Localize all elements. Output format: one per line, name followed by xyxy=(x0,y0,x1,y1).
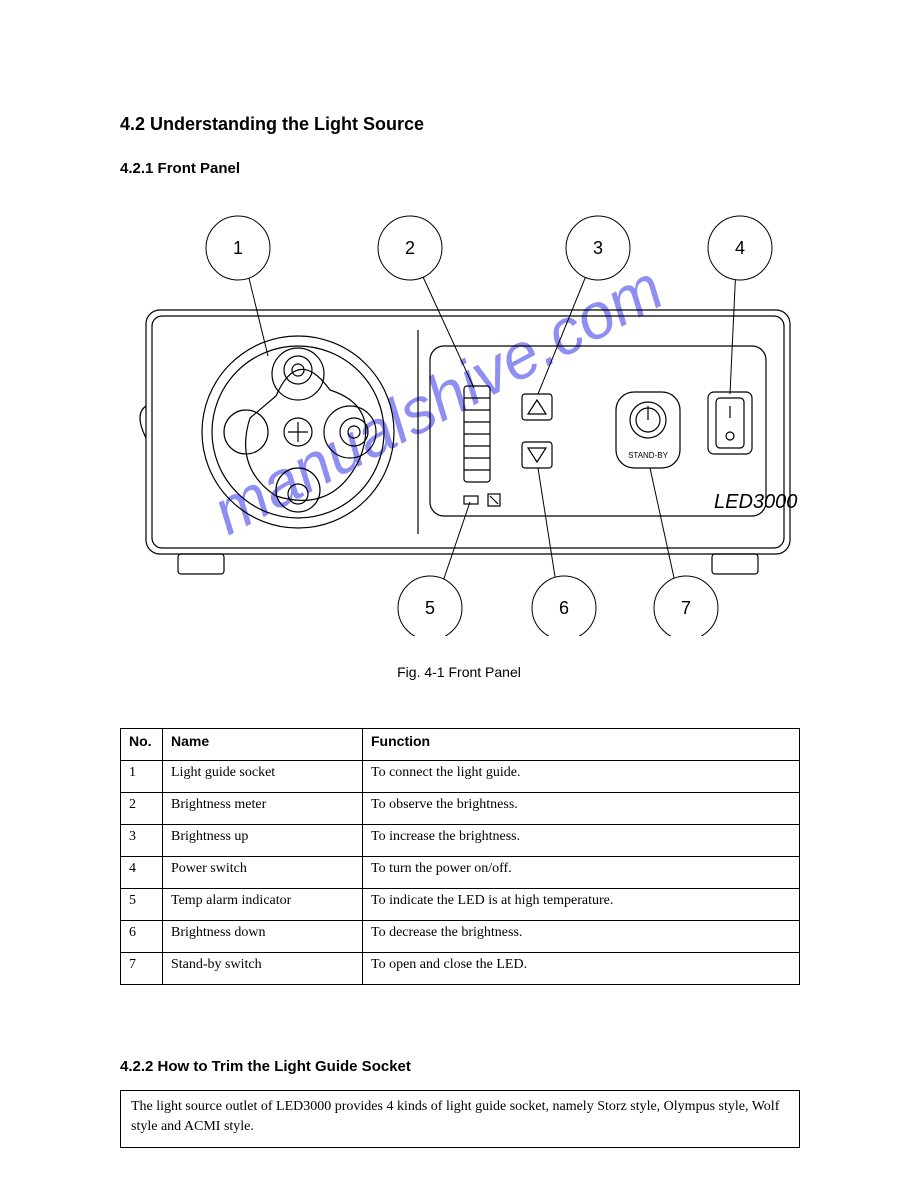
callout-7: 7 xyxy=(681,598,691,618)
section-heading: 4.2 Understanding the Light Source xyxy=(120,114,424,135)
table-row: 4Power switchTo turn the power on/off. xyxy=(121,857,800,889)
table-cell: 2 xyxy=(121,793,163,825)
callout-2: 2 xyxy=(405,238,415,258)
table-cell: 5 xyxy=(121,889,163,921)
table-cell: Temp alarm indicator xyxy=(163,889,363,921)
table-cell: Brightness up xyxy=(163,825,363,857)
table-cell: 4 xyxy=(121,857,163,889)
front-panel-table: No. Name Function 1Light guide socketTo … xyxy=(120,728,800,985)
table-cell: To decrease the brightness. xyxy=(363,921,800,953)
th-no: No. xyxy=(121,729,163,761)
note-box: The light source outlet of LED3000 provi… xyxy=(120,1090,800,1148)
table-cell: To observe the brightness. xyxy=(363,793,800,825)
callout-3: 3 xyxy=(593,238,603,258)
table-cell: To connect the light guide. xyxy=(363,761,800,793)
table-cell: 6 xyxy=(121,921,163,953)
table-body: 1Light guide socketTo connect the light … xyxy=(121,761,800,985)
table-cell: 1 xyxy=(121,761,163,793)
table-row: 5Temp alarm indicatorTo indicate the LED… xyxy=(121,889,800,921)
table-cell: 7 xyxy=(121,953,163,985)
table-cell: Light guide socket xyxy=(163,761,363,793)
table-cell: Brightness down xyxy=(163,921,363,953)
callout-6: 6 xyxy=(559,598,569,618)
callout-5: 5 xyxy=(425,598,435,618)
product-label: LED3000 xyxy=(714,491,797,513)
table-row: 7Stand-by switchTo open and close the LE… xyxy=(121,953,800,985)
table-cell: 3 xyxy=(121,825,163,857)
table-row: 1Light guide socketTo connect the light … xyxy=(121,761,800,793)
table-row: 3Brightness upTo increase the brightness… xyxy=(121,825,800,857)
table-row: 6Brightness downTo decrease the brightne… xyxy=(121,921,800,953)
figure-caption: Fig. 4-1 Front Panel xyxy=(0,664,918,680)
table-cell: To open and close the LED. xyxy=(363,953,800,985)
callout-1: 1 xyxy=(233,238,243,258)
callout-4: 4 xyxy=(735,238,745,258)
table-cell: To turn the power on/off. xyxy=(363,857,800,889)
table-cell: To indicate the LED is at high temperatu… xyxy=(363,889,800,921)
th-func: Function xyxy=(363,729,800,761)
figure-front-panel: manualshive.com xyxy=(118,196,818,636)
table-cell: To increase the brightness. xyxy=(363,825,800,857)
subsection-trim-socket: 4.2.2 How to Trim the Light Guide Socket xyxy=(120,1058,411,1075)
subsection-front-panel: 4.2.1 Front Panel xyxy=(120,160,240,177)
table-cell: Stand-by switch xyxy=(163,953,363,985)
th-name: Name xyxy=(163,729,363,761)
table-row: 2Brightness meterTo observe the brightne… xyxy=(121,793,800,825)
table-cell: Power switch xyxy=(163,857,363,889)
table-cell: Brightness meter xyxy=(163,793,363,825)
standby-label: STAND-BY xyxy=(628,451,669,460)
